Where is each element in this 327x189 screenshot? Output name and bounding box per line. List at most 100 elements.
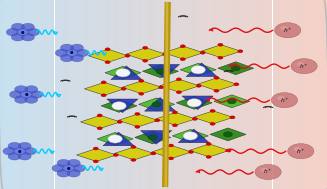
Bar [254, 0, 255, 189]
Circle shape [116, 69, 130, 77]
Bar [236, 0, 238, 189]
Bar [276, 0, 277, 189]
Bar [95, 0, 96, 189]
Bar [258, 0, 259, 189]
Bar [199, 0, 200, 189]
Bar [181, 0, 182, 189]
Polygon shape [57, 93, 60, 96]
Circle shape [230, 116, 235, 119]
Bar [86, 0, 87, 189]
Bar [255, 0, 256, 189]
Bar [168, 0, 169, 189]
Bar [119, 0, 120, 189]
Circle shape [192, 117, 198, 120]
Circle shape [135, 112, 140, 115]
Bar [192, 0, 193, 189]
Circle shape [139, 92, 144, 95]
Bar [261, 0, 262, 189]
Circle shape [277, 96, 284, 100]
Text: $h^+$: $h^+$ [280, 96, 289, 105]
Bar [102, 0, 104, 189]
Bar [84, 0, 85, 189]
Polygon shape [201, 45, 241, 58]
Polygon shape [172, 129, 208, 142]
Bar [132, 0, 133, 189]
Bar [202, 0, 203, 189]
Circle shape [113, 153, 118, 156]
Bar [300, 0, 301, 189]
Bar [161, 0, 163, 189]
Bar [319, 0, 320, 189]
Circle shape [108, 135, 122, 143]
Circle shape [22, 23, 34, 31]
Circle shape [271, 93, 298, 108]
Bar [252, 0, 253, 189]
Bar [36, 0, 37, 189]
Circle shape [226, 149, 231, 152]
Circle shape [60, 54, 73, 62]
Bar [229, 0, 230, 189]
Circle shape [218, 43, 223, 46]
Bar [6, 0, 7, 189]
Circle shape [210, 122, 215, 125]
Bar [59, 0, 60, 189]
Bar [172, 0, 173, 189]
Bar [93, 0, 94, 189]
Bar [26, 0, 27, 189]
Bar [225, 0, 226, 189]
Circle shape [15, 86, 27, 93]
Circle shape [152, 102, 161, 107]
Circle shape [281, 26, 288, 30]
Circle shape [188, 150, 194, 153]
Bar [65, 0, 66, 189]
Bar [10, 0, 11, 189]
Bar [218, 0, 219, 189]
Bar [294, 0, 295, 189]
Bar [191, 0, 192, 189]
Bar [222, 0, 223, 189]
Bar [71, 0, 72, 189]
Bar [177, 0, 178, 189]
Bar [155, 0, 156, 189]
Bar [79, 0, 81, 189]
Bar [114, 0, 115, 189]
Circle shape [15, 96, 27, 103]
Bar [321, 0, 323, 189]
Bar [293, 0, 294, 189]
Bar [171, 0, 172, 189]
Bar [83, 0, 84, 189]
Bar [81, 0, 82, 189]
Bar [269, 0, 270, 189]
Circle shape [159, 86, 164, 89]
Circle shape [25, 86, 38, 93]
Bar [235, 0, 236, 189]
Bar [219, 0, 220, 189]
Circle shape [143, 59, 148, 62]
Bar [43, 0, 45, 189]
Circle shape [288, 144, 314, 159]
Bar [182, 0, 183, 189]
Circle shape [227, 99, 236, 104]
Circle shape [71, 44, 83, 52]
Bar [92, 0, 93, 189]
Bar [51, 0, 52, 189]
Text: e: e [18, 149, 22, 154]
Bar [109, 0, 110, 189]
Bar [110, 0, 111, 189]
Circle shape [67, 170, 80, 177]
Bar [185, 0, 186, 189]
Bar [85, 0, 86, 189]
Bar [148, 0, 149, 189]
Bar [167, 0, 168, 189]
Bar [170, 0, 171, 189]
Bar [57, 0, 58, 189]
Circle shape [112, 102, 126, 110]
Bar [16, 0, 17, 189]
Bar [94, 0, 95, 189]
Bar [197, 0, 198, 189]
Circle shape [101, 94, 106, 97]
Polygon shape [152, 146, 192, 158]
Bar [70, 0, 71, 189]
Bar [268, 0, 269, 189]
Bar [27, 0, 28, 189]
